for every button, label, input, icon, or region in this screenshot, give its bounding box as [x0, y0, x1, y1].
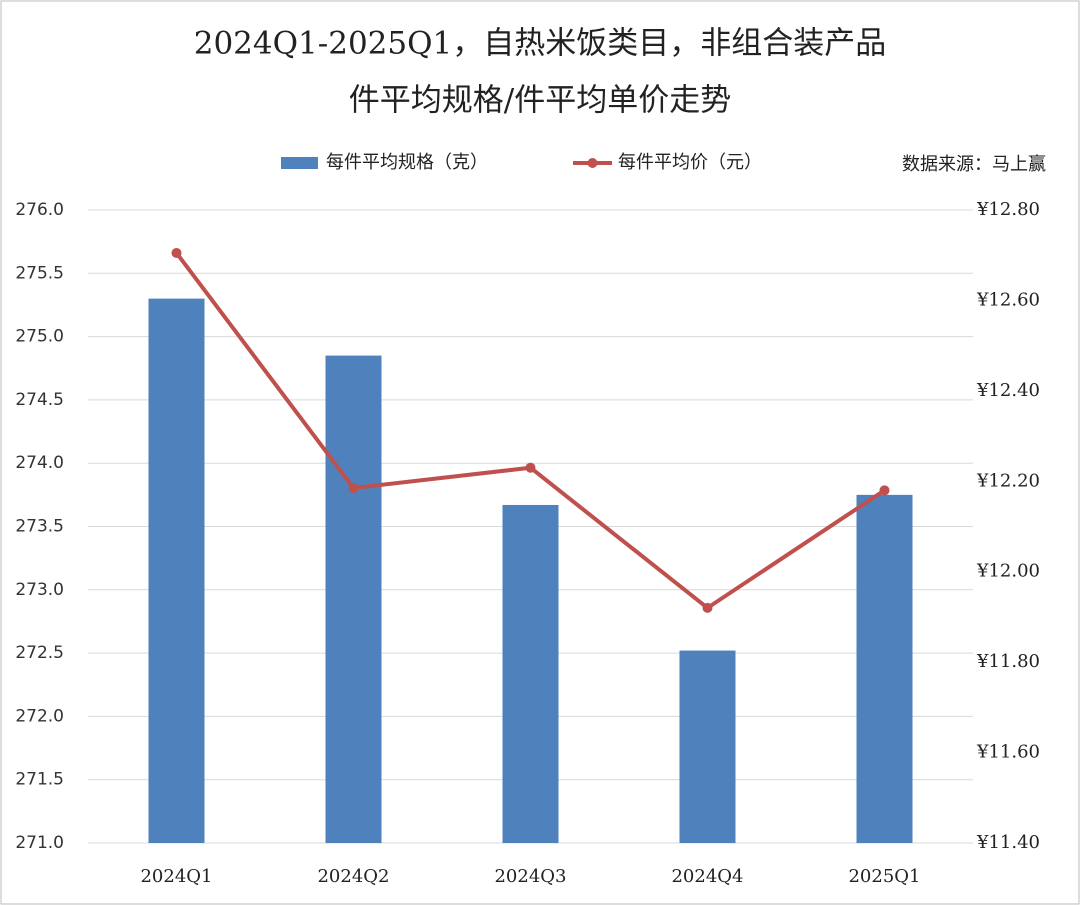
line-marker	[525, 462, 536, 473]
x-tick-label: 2024Q3	[494, 866, 566, 887]
y-tick-label: 274.5	[15, 390, 64, 410]
bar	[148, 298, 205, 843]
y2-tick-label: ¥11.60	[976, 742, 1040, 763]
x-tick-label: 2024Q1	[140, 866, 212, 887]
line-marker	[348, 483, 359, 494]
y-tick-label: 276.0	[15, 200, 64, 220]
bar	[325, 355, 382, 843]
y-tick-label: 275.0	[15, 327, 64, 347]
y-tick-label: 275.5	[15, 263, 64, 283]
line-marker	[702, 602, 713, 613]
y-tick-label: 273.0	[15, 580, 64, 600]
x-tick-label: 2024Q2	[317, 866, 389, 887]
legend-label: 每件平均价（元）	[618, 152, 762, 173]
y-tick-label: 274.0	[15, 453, 64, 473]
y2-tick-label: ¥11.40	[976, 832, 1040, 853]
y-tick-label: 272.5	[15, 643, 64, 663]
y-tick-label: 271.5	[15, 770, 64, 790]
x-tick-label: 2024Q4	[671, 866, 743, 887]
bar	[502, 504, 559, 843]
bar	[679, 650, 736, 843]
line-marker	[879, 485, 890, 496]
x-tick-label: 2025Q1	[848, 866, 920, 887]
chart-subtitle: 件平均规格/件平均单价走势	[349, 83, 731, 119]
y2-tick-label: ¥12.80	[976, 199, 1040, 220]
legend-swatch	[587, 158, 598, 168]
y-tick-label: 272.0	[15, 706, 64, 726]
y2-tick-label: ¥12.40	[976, 380, 1040, 401]
y2-tick-label: ¥12.00	[976, 561, 1040, 582]
y-tick-label: 273.5	[15, 517, 64, 537]
line-marker	[171, 247, 182, 258]
legend-label: 每件平均规格（克）	[326, 152, 488, 173]
bar	[856, 494, 913, 843]
y2-tick-label: ¥11.80	[976, 651, 1040, 672]
source-note: 数据来源：马上赢	[902, 153, 1046, 175]
y-tick-label: 271.0	[15, 833, 64, 853]
chart-title: 2024Q1-2025Q1，自热米饭类目，非组合装产品	[194, 26, 887, 62]
y2-tick-label: ¥12.20	[976, 470, 1040, 491]
y2-tick-label: ¥12.60	[976, 289, 1040, 310]
legend-swatch	[281, 157, 318, 169]
